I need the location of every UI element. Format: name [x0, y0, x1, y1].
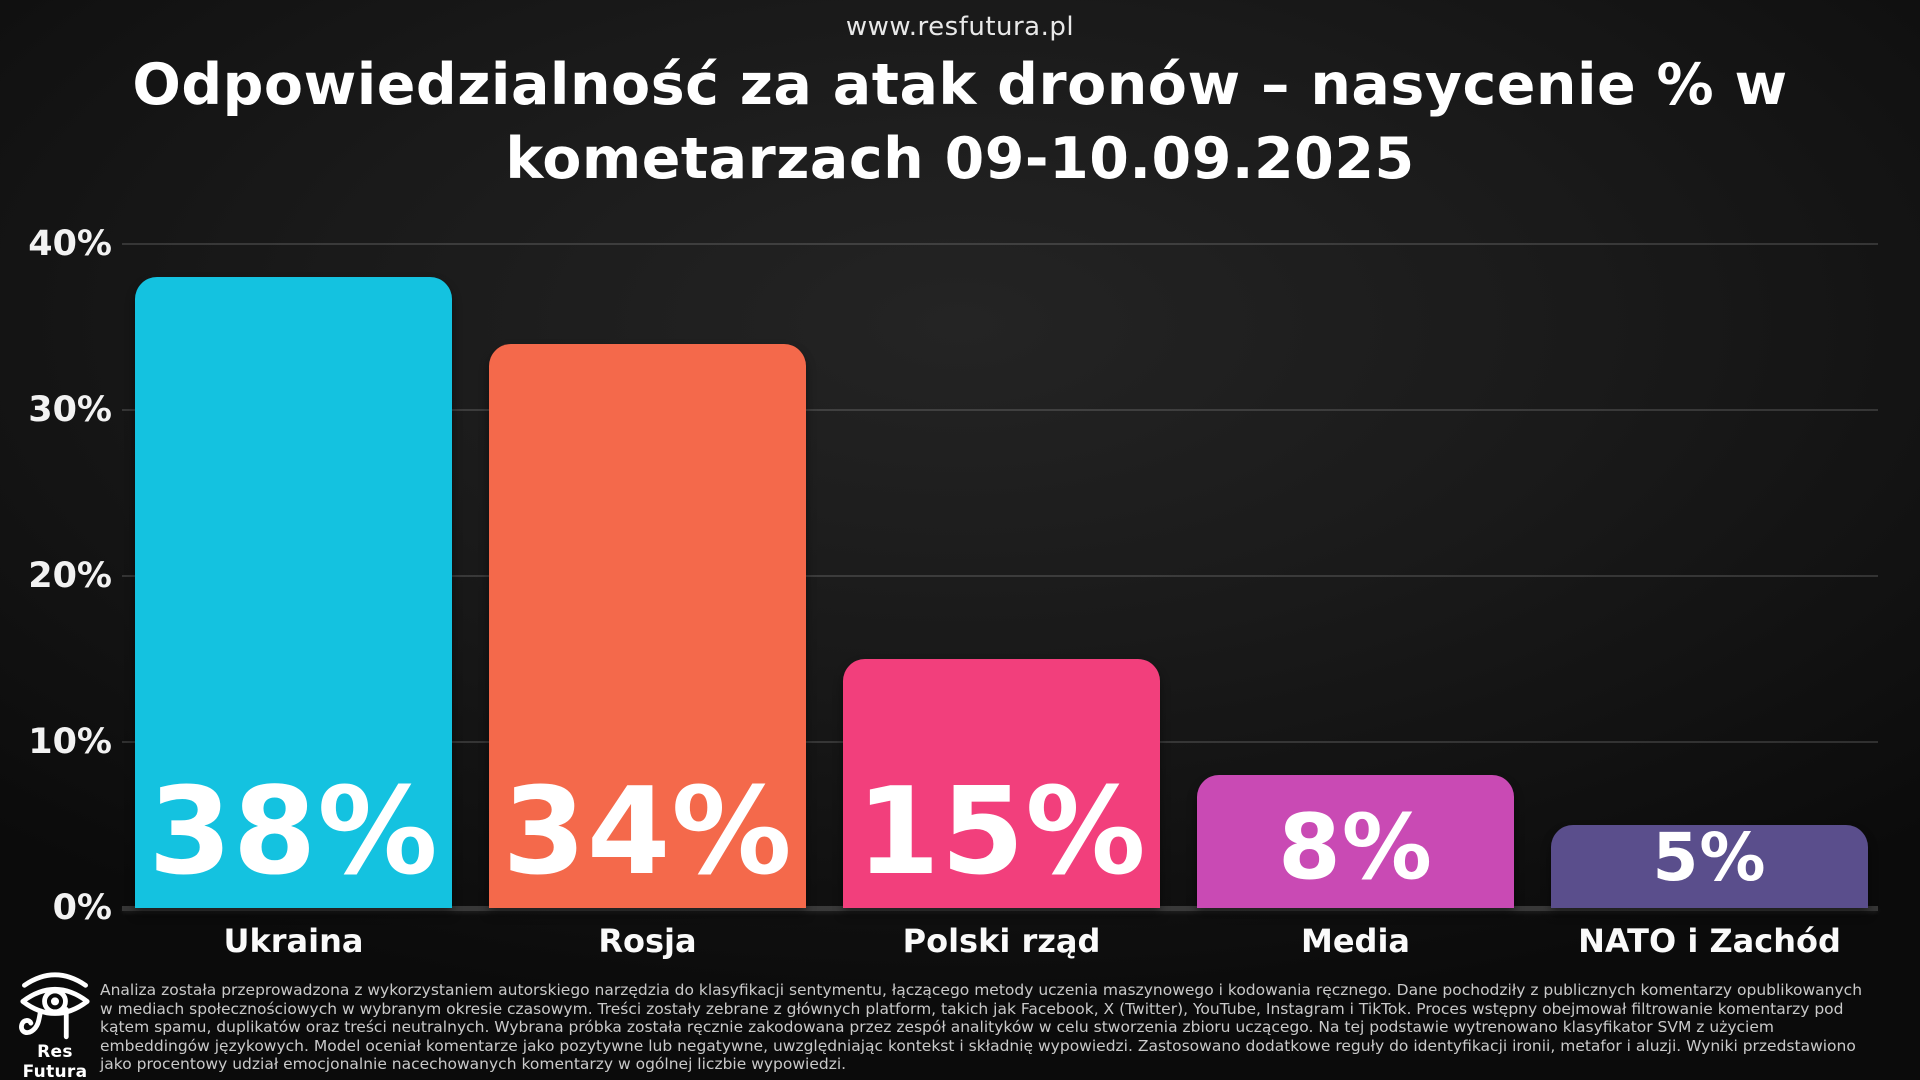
category-label: NATO i Zachód	[1578, 922, 1841, 960]
bar-value-label: 34%	[502, 763, 793, 902]
eye-of-horus-icon	[19, 972, 90, 1040]
gridline	[122, 409, 1878, 411]
gridline	[122, 243, 1878, 245]
y-axis-tick-label: 40%	[28, 224, 112, 264]
res-futura-logo: Res Futura	[12, 966, 98, 1080]
bar-ukraina: 38%	[135, 277, 452, 908]
gridline	[122, 575, 1878, 577]
bar-rosja: 34%	[489, 344, 806, 908]
chart-title-line1: Odpowiedzialność za atak dronów – nasyce…	[132, 52, 1788, 118]
bar-value-label: 15%	[856, 763, 1147, 902]
brand-name: Res Futura	[22, 1042, 88, 1080]
category-label: Rosja	[598, 922, 697, 960]
bar-polski-rz-d: 15%	[843, 659, 1160, 908]
category-labels-row: Ukraina Rosja Polski rząd Media NATO i Zachó…	[135, 922, 1868, 960]
chart-title-line2: kometarzach 09-10.09.2025	[505, 126, 1415, 192]
bar-value-label: 5%	[1652, 819, 1767, 897]
bar-value-label: 38%	[148, 763, 439, 902]
bar-value-label: 8%	[1278, 794, 1433, 900]
category-label: Polski rząd	[902, 922, 1101, 960]
bar-media: 8%	[1197, 775, 1514, 908]
chart-title: Odpowiedzialność za atak dronów – nasyce…	[0, 48, 1920, 196]
y-axis-tick-label: 0%	[52, 888, 112, 928]
bars-row: 38% 34% 15% 8% 5%	[135, 230, 1868, 908]
category-label: Ukraina	[223, 922, 364, 960]
site-url: www.resfutura.pl	[845, 12, 1075, 42]
x-axis-baseline	[122, 906, 1878, 911]
y-axis-tick-label: 10%	[28, 722, 112, 762]
category-label: Media	[1300, 922, 1410, 960]
bar-nato-i-zach-d: 5%	[1551, 825, 1868, 908]
methodology-text: Analiza została przeprowadzona z wykorzy…	[100, 981, 1863, 1073]
y-axis-tick-label: 30%	[28, 390, 112, 430]
y-axis-tick-label: 20%	[28, 556, 112, 596]
